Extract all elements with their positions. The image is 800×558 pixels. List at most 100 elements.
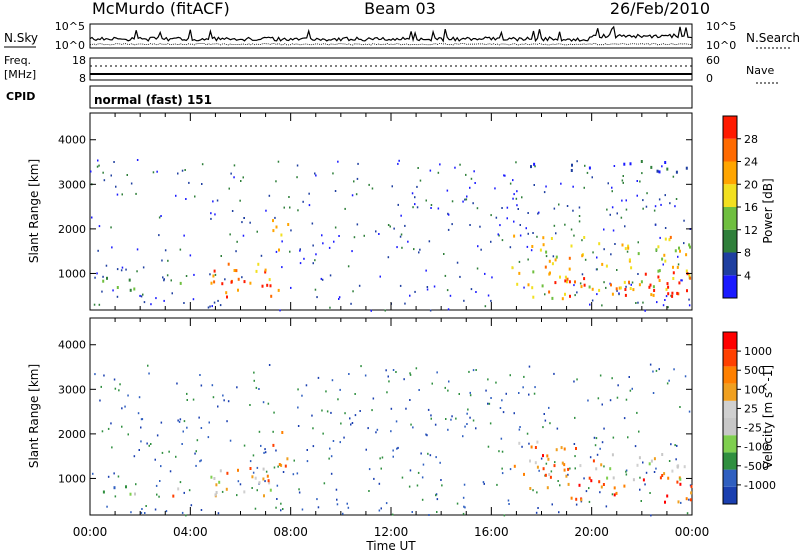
scatter-echo xyxy=(103,179,106,182)
echo-cell-6 xyxy=(615,287,618,291)
scatter-echo xyxy=(474,182,476,184)
scatter-echo xyxy=(469,394,472,397)
scatter-echo xyxy=(178,420,181,423)
colorbar-segment xyxy=(723,452,737,470)
scatter-echo xyxy=(532,489,534,492)
echo-cell-4 xyxy=(278,248,280,252)
y-tick-label: 3000 xyxy=(58,383,86,396)
scatter-echo xyxy=(336,503,339,506)
echo-cell-5 xyxy=(550,237,553,240)
colorbar-tick-label: 24 xyxy=(744,156,758,169)
echo-cell-5 xyxy=(628,258,631,262)
echo-cell-7 xyxy=(656,169,659,173)
scatter-echo xyxy=(674,444,676,447)
scatter-echo xyxy=(390,430,392,433)
nsky-tick-high: 10^5 xyxy=(55,20,85,33)
scatter-echo xyxy=(165,510,168,513)
echo-cell-6 xyxy=(615,491,618,495)
scatter-echo xyxy=(121,266,124,269)
echo-cell-6 xyxy=(580,498,583,502)
nsky-tick-low: 10^0 xyxy=(55,39,85,52)
echo-cell-5 xyxy=(679,249,681,253)
echo-cell-5 xyxy=(640,280,643,284)
scatter-echo xyxy=(372,397,375,400)
scatter-echo xyxy=(601,403,603,406)
scatter-echo xyxy=(140,511,143,514)
scatter-echo xyxy=(243,444,246,447)
scatter-echo xyxy=(611,493,614,496)
scatter-echo xyxy=(649,363,652,366)
scatter-echo xyxy=(447,228,450,231)
scatter-echo xyxy=(436,498,439,501)
scatter-echo xyxy=(500,437,503,440)
scatter-echo xyxy=(226,420,228,423)
scatter-echo xyxy=(315,174,317,177)
scatter-echo xyxy=(625,199,627,202)
scatter-echo xyxy=(328,246,331,249)
scatter-echo xyxy=(579,282,582,285)
echo-cell-4 xyxy=(287,223,290,226)
echo-cell-2 xyxy=(218,480,221,484)
scatter-echo xyxy=(323,482,326,485)
scatter-echo xyxy=(130,511,132,514)
scatter-echo xyxy=(508,503,510,505)
scatter-echo xyxy=(209,273,211,276)
scatter-echo xyxy=(230,172,232,175)
echo-cell-5 xyxy=(592,459,595,463)
scatter-echo xyxy=(638,430,640,433)
scatter-echo xyxy=(564,223,566,226)
scatter-echo xyxy=(210,212,212,215)
scatter-echo xyxy=(527,232,529,235)
scatter-echo xyxy=(477,245,479,248)
scatter-echo xyxy=(490,214,492,217)
scatter-echo xyxy=(466,195,468,198)
echo-cell-5 xyxy=(663,253,666,257)
echo-cell-2 xyxy=(226,295,228,299)
echo-cell-5 xyxy=(518,271,521,275)
scatter-echo xyxy=(430,417,432,420)
echo-cell-5 xyxy=(598,480,601,484)
scatter-echo xyxy=(607,182,609,185)
scatter-echo xyxy=(239,483,242,486)
scatter-echo xyxy=(611,190,613,193)
scatter-echo xyxy=(97,249,99,252)
nave-tick-low: 0 xyxy=(706,72,713,85)
scatter-echo xyxy=(290,229,292,232)
scatter-echo xyxy=(338,235,340,237)
scatter-echo xyxy=(459,275,461,278)
colorbar-segment xyxy=(723,383,737,401)
scatter-echo xyxy=(587,399,589,402)
echo-cell-5 xyxy=(545,250,548,254)
scatter-echo xyxy=(236,240,238,243)
echo-cell-5 xyxy=(588,285,591,289)
scatter-echo xyxy=(462,435,464,438)
echo-cell-6 xyxy=(568,280,571,284)
colorbar-segment xyxy=(723,366,737,384)
echo-cell-5 xyxy=(655,248,658,252)
scatter-echo xyxy=(121,407,123,410)
scatter-echo xyxy=(207,306,210,309)
scatter-echo xyxy=(370,309,372,312)
echo-cell-5 xyxy=(542,467,545,471)
scatter-echo xyxy=(621,179,624,182)
scatter-echo xyxy=(522,386,524,389)
scatter-echo xyxy=(659,236,661,239)
velocity-colorbar: 1000 500 100 25 -25 -100 -500 -1000 xyxy=(722,331,776,505)
scatter-echo xyxy=(553,372,555,375)
scatter-echo xyxy=(298,488,300,491)
scatter-echo xyxy=(301,508,304,511)
scatter-echo xyxy=(240,180,242,182)
scatter-echo xyxy=(354,414,357,417)
scatter-echo xyxy=(502,411,505,414)
echo-cell-5 xyxy=(629,287,632,290)
scatter-echo xyxy=(357,162,359,165)
scatter-echo xyxy=(210,217,212,220)
scatter-echo xyxy=(409,372,411,375)
scatter-echo xyxy=(329,274,332,277)
scatter-echo xyxy=(116,295,119,298)
scatter-echo xyxy=(183,234,185,237)
scatter-echo xyxy=(117,475,120,478)
scatter-echo xyxy=(368,468,371,471)
scatter-echo xyxy=(437,171,440,174)
scatter-echo xyxy=(649,492,651,494)
